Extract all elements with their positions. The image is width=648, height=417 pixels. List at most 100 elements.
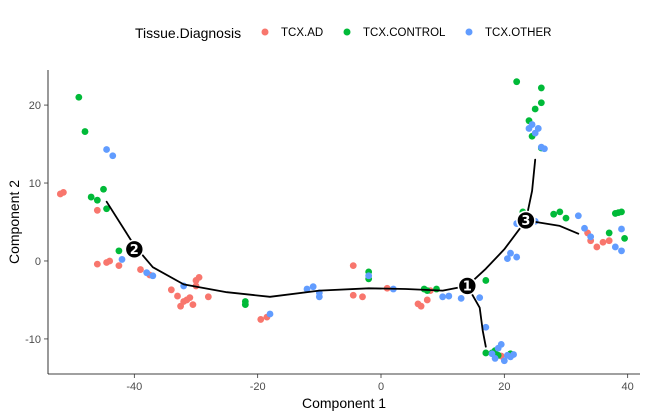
trajectory-lines (105, 158, 580, 348)
point-tcx-other (611, 243, 619, 251)
point-tcx-other (482, 323, 490, 331)
point-tcx-control (241, 301, 249, 309)
legend-label-tcx-other: TCX.OTHER (485, 27, 551, 39)
point-tcx-control (87, 193, 95, 201)
point-tcx-ad (137, 266, 144, 273)
point-tcx-ad (93, 206, 101, 214)
trajectory-node-1 (457, 276, 478, 296)
data-points (56, 78, 628, 365)
point-tcx-control (621, 234, 628, 242)
point-tcx-control (100, 185, 107, 193)
point-tcx-other (541, 145, 548, 153)
point-tcx-control (531, 105, 539, 113)
trajectory-node-label: 1 (463, 280, 472, 295)
point-tcx-other (507, 249, 514, 257)
point-tcx-ad (189, 301, 197, 309)
point-tcx-other (315, 293, 323, 301)
point-tcx-control (433, 285, 440, 293)
point-tcx-other (439, 293, 447, 301)
point-tcx-other (500, 357, 508, 365)
point-tcx-control (556, 208, 564, 216)
point-tcx-control (482, 349, 490, 357)
point-tcx-other (143, 269, 151, 277)
point-tcx-ad (605, 237, 613, 245)
point-tcx-other (266, 310, 274, 318)
x-tick-label: -40 (126, 381, 142, 393)
point-tcx-ad (599, 238, 607, 246)
point-tcx-ad (93, 260, 101, 268)
point-tcx-ad (195, 273, 203, 281)
y-axis-title: Component 2 (6, 180, 22, 264)
point-tcx-ad (349, 291, 357, 299)
y-tick-label: 10 (29, 178, 41, 190)
point-tcx-control (537, 99, 545, 107)
point-tcx-ad (167, 286, 175, 294)
y-tick-label: 20 (29, 100, 41, 112)
x-tick-label: -20 (250, 381, 266, 393)
x-axis-title: Component 1 (302, 395, 386, 411)
point-tcx-other (534, 125, 542, 132)
point-tcx-other (109, 152, 117, 160)
point-tcx-ad (204, 293, 212, 301)
point-tcx-control (115, 247, 123, 255)
point-tcx-other (510, 351, 517, 358)
point-tcx-control (618, 208, 625, 216)
point-tcx-ad (60, 188, 67, 196)
trajectory-node-label: 2 (130, 243, 139, 258)
point-tcx-control (482, 277, 490, 284)
point-tcx-ad (349, 262, 357, 270)
point-tcx-control (75, 93, 83, 101)
y-tick-label: 0 (35, 256, 41, 268)
x-tick-label: 20 (498, 381, 510, 393)
point-tcx-control (537, 84, 545, 92)
point-tcx-ad (593, 243, 601, 251)
trajectory-branch (105, 200, 580, 298)
point-tcx-ad (106, 257, 114, 265)
y-tick-label: -10 (25, 334, 41, 346)
point-tcx-other (618, 225, 625, 233)
point-tcx-ad (359, 293, 366, 301)
point-tcx-ad (257, 316, 265, 323)
point-tcx-other (497, 340, 505, 348)
legend-label-tcx-control: TCX.CONTROL (363, 27, 446, 39)
point-tcx-control (562, 214, 570, 222)
trajectory-nodes: 1 2 3 (124, 210, 536, 296)
y-ticks: -10 0 10 20 (25, 100, 48, 346)
point-tcx-control (93, 196, 101, 204)
legend-label-tcx-ad: TCX.AD (281, 27, 323, 39)
x-ticks: -40 -20 0 20 40 (126, 374, 634, 393)
legend: Tissue.Diagnosis TCX.AD TCX.CONTROL TCX.… (135, 25, 551, 41)
point-tcx-other (457, 294, 465, 302)
point-tcx-other (491, 355, 499, 362)
legend-marker-tcx-control (343, 28, 351, 36)
point-tcx-other (445, 292, 453, 300)
trajectory-node-3 (516, 210, 536, 231)
trajectory-branch (466, 284, 487, 348)
point-tcx-ad (186, 294, 194, 302)
point-tcx-other (513, 253, 521, 261)
axes: -40 -20 0 20 40 -10 0 10 20 Component 1 Compone… (6, 70, 640, 411)
point-tcx-other (504, 255, 511, 263)
x-tick-label: 0 (378, 381, 384, 393)
point-tcx-other (118, 256, 126, 263)
point-tcx-ad (423, 296, 431, 304)
point-tcx-other (528, 121, 536, 128)
point-tcx-other (309, 283, 317, 291)
point-tcx-control (103, 205, 110, 213)
trajectory-node-2 (124, 239, 145, 260)
point-tcx-ad (174, 292, 181, 300)
point-tcx-other (587, 233, 595, 241)
point-tcx-other (618, 247, 625, 255)
legend-title: Tissue.Diagnosis (135, 25, 241, 41)
point-tcx-other (581, 224, 588, 232)
point-tcx-control (605, 229, 613, 237)
x-tick-label: 40 (622, 381, 634, 393)
point-tcx-other (476, 294, 484, 302)
point-tcx-ad (115, 262, 123, 270)
point-tcx-other (574, 212, 582, 220)
point-tcx-ad (417, 302, 425, 310)
point-tcx-other (365, 272, 373, 280)
point-tcx-other (303, 285, 311, 293)
point-tcx-control (550, 210, 558, 218)
